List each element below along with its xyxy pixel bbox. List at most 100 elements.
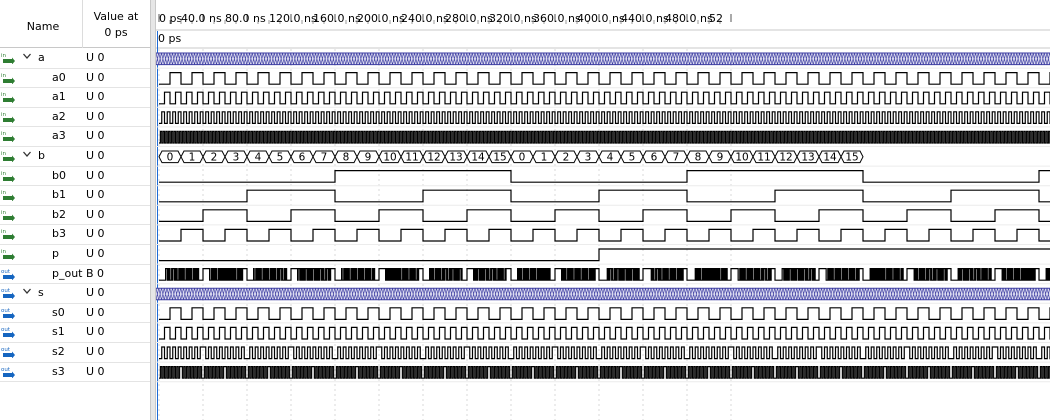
svg-text:in: in [1,171,7,177]
column-divider[interactable] [82,0,83,48]
bus-b-value: 8 [695,152,702,164]
bus-b-segment [180,150,204,164]
bus-b-segment [510,150,534,164]
value-header-line2: 0 ps [104,26,128,39]
svg-text:out: out [1,308,11,314]
signal-name: a2 [52,109,66,123]
input-pin-icon: in [1,149,15,163]
signal-value: U 0 [86,247,105,260]
input-pin-icon: in [1,208,15,222]
signal-name: b [38,149,45,162]
signal-row-b0[interactable]: in b0 U 0 [0,167,150,187]
signal-row-b3[interactable]: in b3 U 0 [0,225,150,245]
signal-row-p-out[interactable]: out p_out B 0 [0,265,150,285]
svg-text:in: in [1,131,7,137]
signal-row-s1[interactable]: out s1 U 0 [0,323,150,343]
bus-b-value: 14 [471,152,485,164]
signal-row-b1[interactable]: in b1 U 0 [0,186,150,206]
signal-value: U 0 [86,109,105,123]
svg-text:in: in [1,73,7,79]
s1-wave [159,326,1050,340]
bus-b-segment [488,150,512,164]
bus-b-value: 10 [383,152,396,164]
signal-name: a [38,51,45,64]
bus-b-segment [840,150,864,164]
waveform-panel[interactable]: 0 ps 40.0 ns 80.0 ns 120.0 ns 160.0 ns 200.0 … [156,0,1050,420]
signal-value: U 0 [86,149,105,162]
signal-value: U 0 [86,364,105,378]
input-pin-icon: in [1,247,15,261]
signal-value: U 0 [86,168,105,182]
signal-value: U 0 [86,51,105,64]
bus-b-value: 9 [717,152,724,164]
signal-name: p [52,247,59,260]
timeline-tick-label: 240.0 ns [401,12,449,25]
bus-b-value: 7 [321,152,328,164]
bus-b-value: 15 [845,152,858,164]
bus-b-segment [290,150,314,164]
timeline-tick-label: 80.0 ns [225,12,266,25]
bus-b-segment [334,150,358,164]
signal-row-b2[interactable]: in b2 U 0 [0,206,150,226]
pane-splitter[interactable] [150,0,156,420]
bus-b-segment [774,150,798,164]
output-pin-icon: out [1,325,15,339]
timeline-tick-label: 200.0 ns [357,12,405,25]
expand-chevron-icon[interactable] [22,149,32,162]
expand-chevron-icon[interactable] [22,51,32,64]
b0-wave [159,170,1050,183]
bus-b-segment [532,150,556,164]
signal-name: b1 [52,188,66,202]
signal-name: b2 [52,207,66,221]
bus-b-value: 4 [255,152,262,164]
cursor-time-label: 0 ps [158,32,181,45]
bus-b-segment [268,150,292,164]
svg-text:out: out [1,288,11,294]
signal-value: U 0 [86,325,105,339]
svg-text:out: out [1,367,11,373]
s3-wave [159,366,1050,379]
bus-b-segment [642,150,666,164]
signal-row-b[interactable]: in b U 0 [0,147,150,167]
input-pin-icon: in [1,110,15,124]
timeline-tick-label: 52 [709,12,723,25]
signal-row-a0[interactable]: in a0 U 0 [0,69,150,89]
signal-row-a[interactable]: in a U 0 [0,49,150,69]
signal-value: U 0 [86,286,105,300]
bus-b-segment [796,150,820,164]
b3-wave [159,228,1050,242]
timeline-tick-label: 160.0 ns [313,12,361,25]
signal-value: U 0 [86,70,105,84]
signal-row-a3[interactable]: in a3 U 0 [0,127,150,147]
signal-row-a1[interactable]: in a1 U 0 [0,88,150,108]
signal-row-a2[interactable]: in a2 U 0 [0,108,150,128]
signal-value: U 0 [86,129,105,143]
input-pin-icon: in [1,71,15,85]
bus-b-value: 3 [585,152,592,164]
expand-chevron-icon[interactable] [22,286,32,299]
a3-wave [159,130,1050,144]
signal-row-p[interactable]: in p U 0 [0,245,150,265]
signal-name: b3 [52,227,66,241]
signal-row-s0[interactable]: out s0 U 0 [0,304,150,324]
name-column-header[interactable]: Name [26,20,60,33]
timeline-tick-label: 280.0 ns [445,12,493,25]
svg-text:out: out [1,347,11,353]
svg-text:in: in [1,53,7,59]
bus-b-segment [444,150,468,164]
bus-b-value: 4 [607,152,614,164]
bus-b-segment [422,150,446,164]
output-pin-icon: out [1,267,15,281]
bus-b-segment [818,150,842,164]
bus-b-segment [312,150,336,164]
timeline-tick-label: 40.0 ns [181,12,222,25]
signal-row-s2[interactable]: out s2 U 0 [0,343,150,363]
a2-wave [159,111,1050,124]
signal-row-s[interactable]: out s U 0 [0,284,150,304]
signal-row-s3[interactable]: out s3 U 0 [0,363,150,383]
bus-b-segment [730,150,754,164]
signal-value: U 0 [86,227,105,241]
signal-value: U 0 [86,207,105,221]
value-column-header[interactable]: Value at 0 ps [84,9,148,41]
